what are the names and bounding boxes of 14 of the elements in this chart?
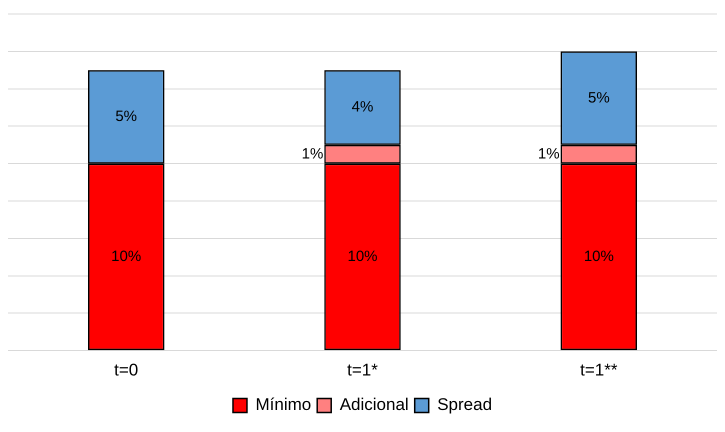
legend-label: Mínimo xyxy=(255,395,312,414)
data-label: 10% xyxy=(347,248,378,265)
data-label: 5% xyxy=(588,89,610,106)
data-label: 1% xyxy=(302,145,324,162)
data-label: 10% xyxy=(584,248,614,265)
data-label: 10% xyxy=(111,248,142,265)
legend-label: Spread xyxy=(437,395,492,414)
x-tick-label: t=1* xyxy=(347,360,378,380)
x-tick-label: t=1** xyxy=(580,360,618,380)
x-tick-label: t=0 xyxy=(114,360,138,380)
legend-label: Adicional xyxy=(340,395,409,414)
data-label: 5% xyxy=(115,108,138,125)
data-label: 1% xyxy=(538,145,560,162)
data-label: 4% xyxy=(352,98,374,116)
